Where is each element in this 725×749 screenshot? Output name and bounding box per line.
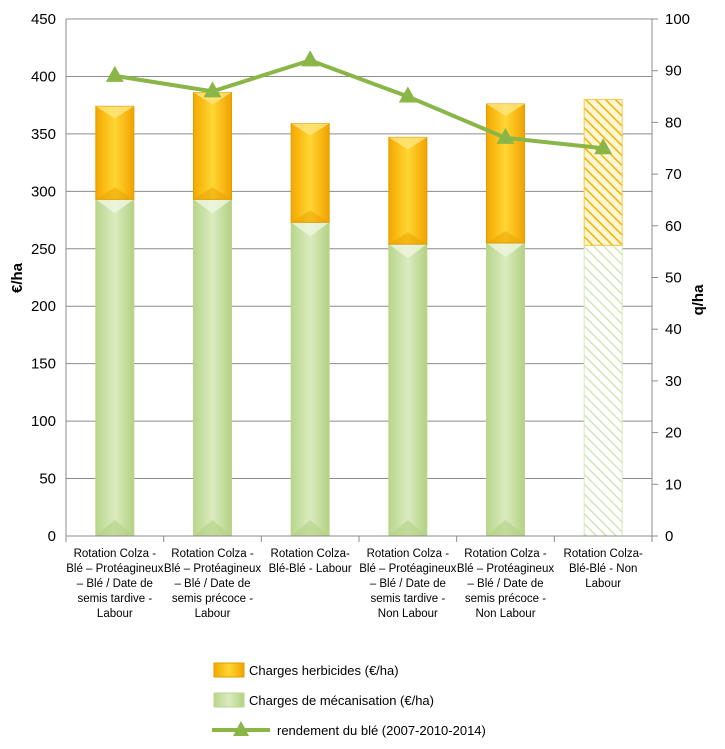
legend-swatch bbox=[213, 662, 245, 678]
bar-herbicides bbox=[193, 92, 232, 200]
bar-bevel bbox=[388, 244, 427, 259]
category-label: Rotation Colza -Blé – Protéagineux – Blé … bbox=[66, 548, 163, 620]
right-tick-label: 0 bbox=[665, 528, 673, 545]
yield-point bbox=[203, 81, 222, 98]
left-tick-label: 450 bbox=[31, 11, 56, 28]
right-tick-label: 80 bbox=[665, 114, 682, 131]
left-tick-label: 200 bbox=[31, 298, 56, 315]
legend: Charges herbicides (€/ha) Charges de méca… bbox=[212, 662, 486, 738]
category-label: Rotation Colza -Blé – Protéagineux – Blé … bbox=[359, 548, 456, 620]
right-tick-label: 40 bbox=[665, 321, 682, 338]
left-tick-label: 350 bbox=[31, 126, 56, 143]
bar-bevel bbox=[486, 231, 525, 244]
bar-bevel bbox=[291, 520, 330, 536]
legend-label: Charges herbicides (€/ha) bbox=[249, 663, 399, 678]
right-axis-ticks: 0 10 20 30 40 50 60 70 80 90 100 bbox=[665, 11, 690, 545]
bar-bevel bbox=[95, 106, 134, 119]
left-tick-label: 50 bbox=[39, 471, 56, 488]
left-tick-label: 400 bbox=[31, 68, 56, 85]
category-labels: Rotation Colza -Blé – Protéagineux – Blé … bbox=[66, 548, 643, 620]
bar-mecanisation bbox=[486, 242, 525, 537]
yield-line-path bbox=[114, 58, 604, 151]
bar-herbicides bbox=[290, 123, 330, 223]
bar-bevel bbox=[388, 520, 427, 536]
bar-mecanisation bbox=[193, 198, 232, 537]
right-tick-label: 50 bbox=[665, 270, 682, 287]
yield-line bbox=[105, 50, 613, 155]
legend-swatch bbox=[213, 692, 245, 708]
yield-point bbox=[105, 65, 124, 82]
right-tick-label: 10 bbox=[665, 476, 682, 493]
yield-point bbox=[301, 50, 320, 67]
bar-mecanisation bbox=[290, 221, 330, 537]
legend-marker bbox=[233, 721, 249, 736]
right-axis-title: q/ha bbox=[690, 284, 707, 315]
left-tick-label: 100 bbox=[31, 413, 56, 430]
left-tick-label: 250 bbox=[31, 241, 56, 258]
bar-bevel bbox=[291, 123, 330, 136]
bar-bevel bbox=[193, 520, 232, 536]
bar-bevel bbox=[95, 199, 134, 214]
bar-bevel bbox=[193, 92, 232, 105]
right-tick-label: 70 bbox=[665, 166, 682, 183]
bar-bevel bbox=[95, 520, 134, 536]
legend-label: Charges de mécanisation (€/ha) bbox=[249, 693, 434, 708]
category-label: Rotation Colza -Blé – Protéagineux – Blé … bbox=[457, 548, 554, 620]
category-label: Rotation Colza-Blé-Blé - Labour bbox=[269, 548, 352, 575]
axes bbox=[65, 18, 658, 542]
legend-label: rendement du blé (2007-2010-2014) bbox=[277, 723, 486, 738]
left-tick-label: 150 bbox=[31, 356, 56, 373]
left-tick-label: 0 bbox=[48, 528, 56, 545]
bar-herbicides bbox=[388, 136, 428, 245]
bar-herbicides bbox=[583, 98, 623, 246]
bar-bevel bbox=[291, 210, 330, 223]
yield-point bbox=[398, 86, 417, 103]
bar-bevel bbox=[486, 243, 525, 258]
right-tick-label: 20 bbox=[665, 425, 682, 442]
yield-point bbox=[496, 127, 515, 144]
left-axis-ticks: 0 50 100 150 200 250 300 350 400 450 bbox=[31, 11, 56, 545]
bar-bevel bbox=[388, 232, 427, 245]
category-label: Rotation Colza -Blé – Protéagineux – Blé … bbox=[164, 548, 261, 620]
bar-bevel bbox=[95, 187, 134, 200]
right-tick-label: 90 bbox=[665, 63, 682, 80]
left-axis-title: €/ha bbox=[9, 262, 26, 293]
right-tick-label: 30 bbox=[665, 373, 682, 390]
bar-bevel bbox=[291, 222, 330, 237]
bars bbox=[95, 92, 623, 537]
bar-bevel bbox=[193, 187, 232, 200]
bar-mecanisation bbox=[95, 198, 135, 537]
bar-herbicides bbox=[486, 103, 525, 244]
right-tick-label: 100 bbox=[665, 11, 690, 28]
bar-herbicides bbox=[95, 105, 135, 200]
bar-bevel bbox=[388, 137, 427, 150]
right-tick-label: 60 bbox=[665, 218, 682, 235]
bar-mecanisation bbox=[388, 243, 428, 537]
category-label: Rotation Colza-Blé-Blé - Non Labour bbox=[564, 548, 643, 590]
yield-point bbox=[594, 138, 613, 155]
left-tick-label: 300 bbox=[31, 183, 56, 200]
bar-bevel bbox=[486, 104, 525, 117]
bar-bevel bbox=[193, 199, 232, 214]
bar-bevel bbox=[486, 520, 525, 536]
gridlines bbox=[66, 18, 652, 537]
bar-mecanisation bbox=[583, 244, 623, 537]
